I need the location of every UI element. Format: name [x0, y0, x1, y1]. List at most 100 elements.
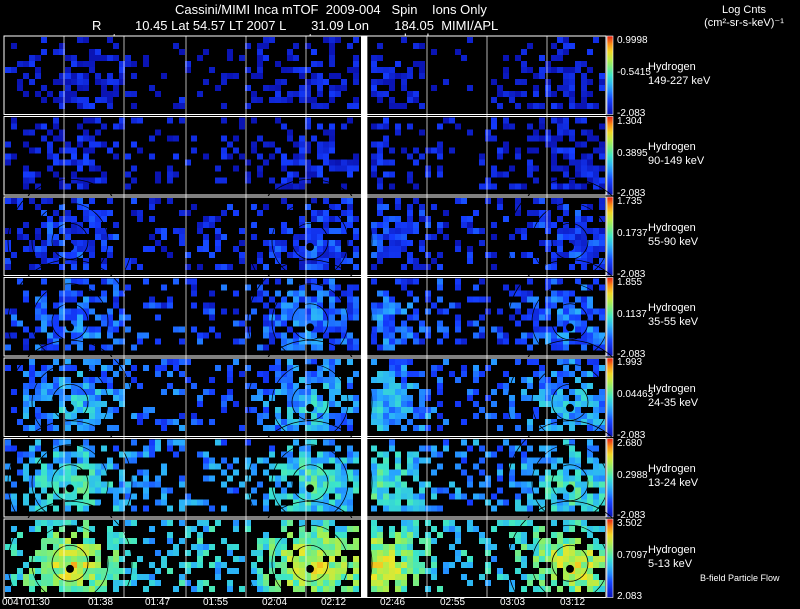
- heatmap-cell: [545, 568, 551, 574]
- heatmap-cell: [293, 296, 299, 303]
- heatmap-cell: [443, 234, 449, 240]
- heatmap-cell: [353, 61, 359, 67]
- heatmap-cell: [89, 475, 95, 482]
- heatmap-cell: [227, 377, 233, 383]
- heatmap-cell: [335, 532, 341, 538]
- heatmap-cell: [41, 544, 47, 550]
- heatmap-cell: [377, 258, 383, 264]
- heatmap-cell: [263, 532, 269, 538]
- heatmap-cell: [557, 290, 563, 297]
- heatmap-cell: [443, 326, 449, 333]
- heatmap-cell: [161, 562, 167, 568]
- heatmap-cell: [293, 568, 299, 574]
- heatmap-cell: [377, 538, 383, 544]
- colorbar-min-label: -2.083: [617, 510, 646, 521]
- heatmap-cell: [251, 499, 257, 506]
- heatmap-cell: [47, 538, 53, 544]
- heatmap-cell: [485, 135, 491, 142]
- heatmap-cell: [293, 302, 299, 309]
- heatmap-cell: [551, 198, 557, 204]
- heatmap-cell: [215, 165, 221, 172]
- heatmap-cell: [23, 413, 29, 419]
- heatmap-cell: [35, 439, 41, 446]
- heatmap-cell: [95, 177, 101, 184]
- heatmap-cell: [167, 445, 173, 452]
- heatmap-cell: [95, 216, 101, 222]
- heatmap-cell: [563, 574, 569, 580]
- heatmap-cell: [347, 43, 353, 49]
- heatmap-cell: [575, 419, 581, 425]
- heatmap-cell: [407, 359, 413, 365]
- heatmap-cell: [557, 314, 563, 321]
- heatmap-cell: [119, 487, 125, 494]
- heatmap-cell: [281, 246, 287, 252]
- heatmap-cell: [353, 586, 359, 592]
- heatmap-cell: [377, 147, 383, 154]
- heatmap-cell: [425, 395, 431, 401]
- heatmap-cell: [209, 377, 215, 383]
- heatmap-cell: [563, 493, 569, 500]
- heatmap-cell: [347, 425, 353, 431]
- heatmap-cell: [95, 377, 101, 383]
- heatmap-cell: [479, 332, 485, 339]
- heatmap-cell: [509, 520, 515, 526]
- heatmap-cell: [407, 499, 413, 506]
- heatmap-cell: [371, 556, 377, 562]
- heatmap-cell: [539, 550, 545, 556]
- heatmap-cell: [89, 246, 95, 252]
- heatmap-cell: [269, 538, 275, 544]
- heatmap-cell: [383, 141, 389, 148]
- heatmap-cell: [305, 314, 311, 321]
- time-tick-label: 03:03: [500, 597, 526, 608]
- heatmap-cell: [371, 377, 377, 383]
- heatmap-cell: [455, 377, 461, 383]
- heatmap-cell: [497, 332, 503, 339]
- heatmap-cell: [533, 469, 539, 476]
- heatmap-cell: [389, 383, 395, 389]
- heatmap-cell: [77, 177, 83, 184]
- heatmap-cell: [581, 103, 587, 109]
- heatmap-cell: [215, 574, 221, 580]
- heatmap-cell: [203, 451, 209, 458]
- heatmap-cell: [395, 451, 401, 458]
- heatmap-cell: [293, 67, 299, 73]
- heatmap-cell: [323, 401, 329, 407]
- heatmap-cell: [305, 481, 311, 488]
- heatmap-cell: [467, 37, 473, 43]
- heatmap-cell: [317, 85, 323, 91]
- heatmap-cell: [371, 419, 377, 425]
- heatmap-cell: [335, 419, 341, 425]
- heatmap-cell: [515, 499, 521, 506]
- heatmap-cell: [5, 332, 11, 339]
- heatmap-cell: [71, 469, 77, 476]
- contour-ring: [271, 524, 349, 602]
- heatmap-cell: [449, 481, 455, 488]
- heatmap-cell: [311, 493, 317, 500]
- heatmap-cell: [527, 481, 533, 488]
- heatmap-cell: [59, 377, 65, 383]
- heatmap-cell: [233, 401, 239, 407]
- heatmap-cell: [569, 413, 575, 419]
- heatmap-cell: [353, 37, 359, 43]
- heatmap-cell: [65, 475, 71, 482]
- heatmap-cell: [599, 481, 605, 488]
- heatmap-cell: [125, 284, 131, 291]
- heatmap-cell: [497, 499, 503, 506]
- heatmap-cell: [95, 499, 101, 506]
- heatmap-cell: [317, 413, 323, 419]
- heatmap-cell: [59, 469, 65, 476]
- heatmap-cell: [101, 234, 107, 240]
- heatmap-cell: [533, 586, 539, 592]
- heatmap-cell: [587, 165, 593, 172]
- heatmap-cell: [335, 475, 341, 482]
- heatmap-cell: [53, 475, 59, 482]
- heatmap-cell: [347, 383, 353, 389]
- heatmap-cell: [443, 332, 449, 339]
- heatmap-cell: [47, 481, 53, 488]
- heatmap-cell: [287, 457, 293, 464]
- heatmap-cell: [275, 320, 281, 327]
- heatmap-cell: [599, 79, 605, 85]
- heatmap-cell: [125, 487, 131, 494]
- heatmap-cell: [539, 383, 545, 389]
- heatmap-cell: [551, 183, 557, 190]
